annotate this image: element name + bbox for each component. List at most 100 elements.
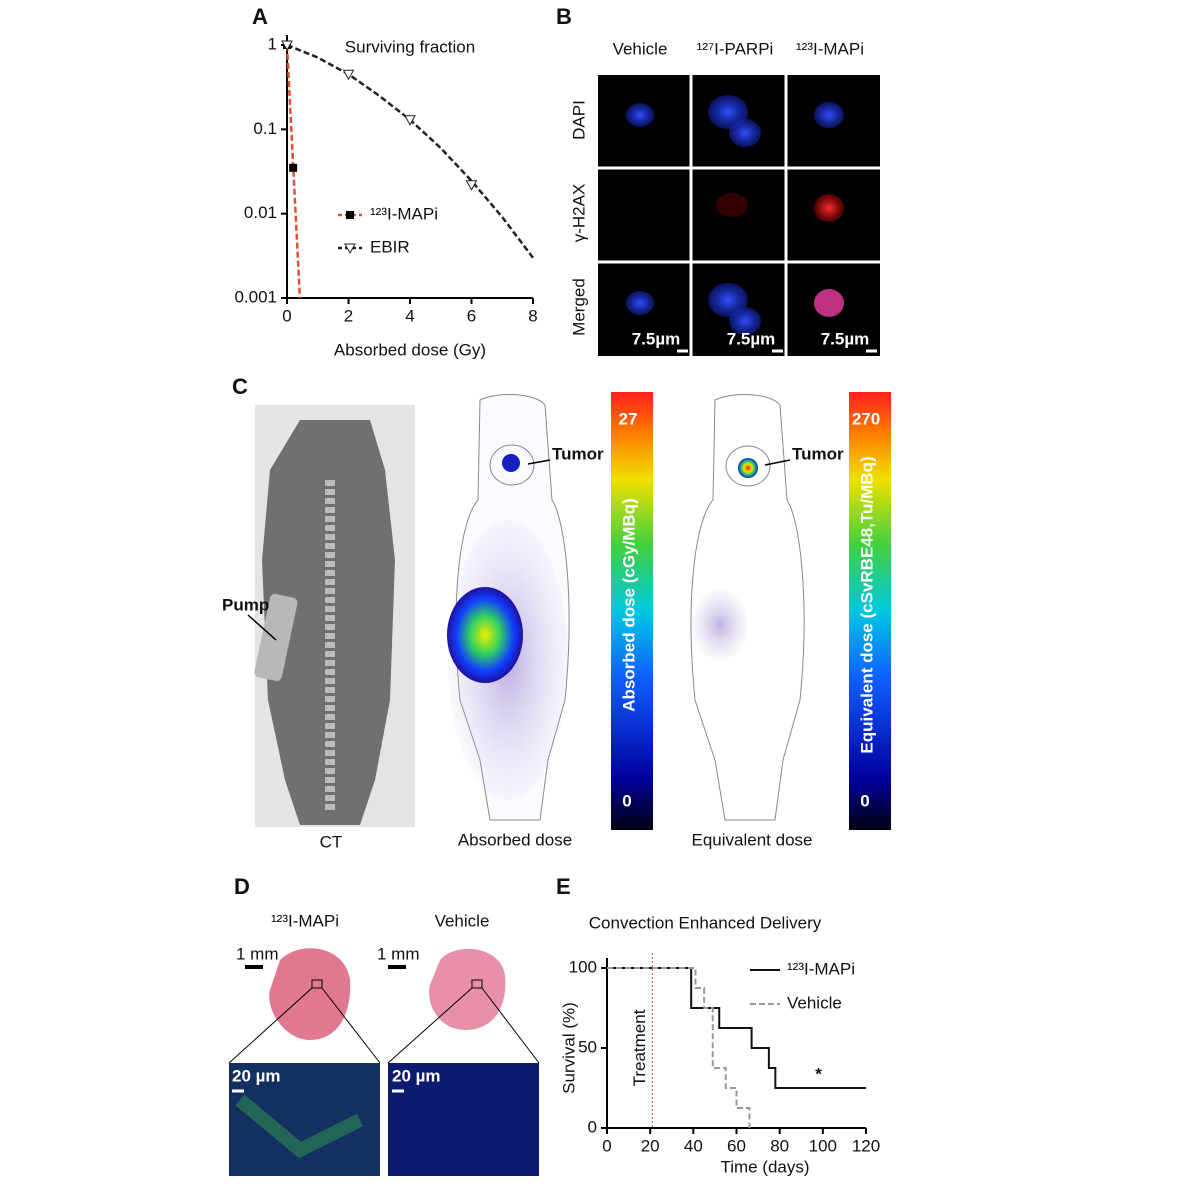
panel-label: D (234, 874, 250, 899)
tumor-dose (738, 458, 758, 478)
caption: CT (320, 832, 343, 851)
y-tick-label: 0 (588, 1117, 597, 1136)
panel-b: Vehicle ¹²⁷I-PARPi ¹²³I-MAPi DAPI γ-H2AX… (569, 39, 880, 356)
legend-label: ¹²³I-MAPi (787, 959, 855, 978)
x-tick-label: 60 (727, 1136, 746, 1155)
scale-label: 20 µm (232, 1066, 281, 1085)
x-tick-label: 8 (528, 306, 537, 325)
x-tick-label: 0 (282, 306, 291, 325)
scale-label: 1 mm (236, 944, 279, 963)
caption: Absorbed dose (458, 830, 572, 849)
inset-box (311, 979, 323, 989)
nucleus (814, 102, 844, 128)
survival-curve (607, 967, 751, 1128)
annotation: * (815, 1065, 822, 1084)
colorbar-max: 270 (852, 409, 880, 428)
x-tick-label: 2 (344, 306, 353, 325)
marker (342, 69, 355, 81)
x-tick-label: 4 (405, 306, 414, 325)
fluorescence-image (388, 1063, 539, 1176)
colorbar (611, 392, 653, 830)
chart-title: Surviving fraction (345, 37, 475, 56)
marker (289, 163, 298, 172)
fit-line (286, 43, 534, 259)
arrow (764, 459, 791, 466)
column-label: ¹²³I-MAPi (271, 911, 339, 930)
x-tick-label: 100 (809, 1136, 837, 1155)
scale-label: 1 mm (377, 944, 420, 963)
scale-bar-label: 7.5µm (821, 329, 870, 348)
panel-label: A (252, 4, 268, 29)
panel-d: ¹²³I-MAPi Vehicle 1 mm 1 mm 20 µm 20 µm (228, 911, 540, 1176)
y-tick-label: 100 (569, 957, 597, 976)
tumor-label: Tumor (552, 444, 604, 463)
y-tick-label: 1 (268, 34, 277, 53)
pump-label: Pump (222, 595, 269, 614)
x-tick-label: 120 (852, 1136, 880, 1155)
y-tick-label: 0.001 (234, 287, 277, 306)
x-tick-label: 80 (770, 1136, 789, 1155)
colorbar (849, 392, 891, 830)
grid-separator (598, 75, 880, 356)
dose-distribution (692, 590, 748, 660)
column-label: ¹²³I-MAPi (796, 39, 864, 58)
ct-mouse (262, 420, 395, 825)
column-label: ¹²⁷I-PARPi (697, 39, 774, 58)
y-tick-label: 0.1 (253, 119, 277, 138)
legend-label: ¹²³I-MAPi (370, 204, 438, 223)
y-axis-label: Survival (%) (559, 1002, 578, 1094)
scale-label: 20 µm (392, 1066, 441, 1085)
panel-label: E (556, 874, 571, 899)
y-tick-label: 50 (578, 1037, 597, 1056)
scale-bar-label: 7.5µm (632, 329, 681, 348)
panel-c: Pump CT Tumor Absorbed dose 27 0 Absorbe… (222, 392, 891, 851)
brain-section (429, 948, 506, 1030)
marker (281, 40, 293, 52)
inset-box (471, 979, 483, 989)
colorbar-min: 0 (622, 791, 631, 810)
skull-outline (489, 444, 535, 486)
zoom-line (228, 987, 540, 1064)
y-tick-label: 0.01 (244, 203, 277, 222)
foci (814, 194, 844, 222)
nucleus (729, 119, 761, 147)
nucleus (626, 291, 654, 315)
x-axis-label: Time (days) (720, 1157, 809, 1176)
ct-pump (254, 593, 298, 682)
panel-label: C (232, 374, 248, 399)
dose-hotspot (447, 587, 523, 683)
panel-label: B (556, 4, 572, 29)
row-label: γ-H2AX (569, 184, 588, 243)
tumor-label: Tumor (792, 444, 844, 463)
colorbar-max: 27 (619, 409, 638, 428)
column-label: Vehicle (435, 911, 490, 930)
column-label: Vehicle (613, 39, 668, 58)
x-tick-label: 0 (602, 1136, 611, 1155)
colorbar-title: Equivalent dose (cSvRBE48,Tu/MBq) (857, 456, 876, 753)
legend-label: EBIR (370, 237, 410, 256)
x-tick-label: 6 (467, 306, 476, 325)
x-tick-label: 40 (684, 1136, 703, 1155)
legend-marker (346, 211, 354, 219)
nucleus (729, 307, 761, 335)
caption: Equivalent dose (692, 830, 813, 849)
fluorescence-signal (235, 1094, 364, 1159)
nucleus (626, 103, 654, 127)
tumor-dose (502, 454, 520, 472)
chart-title: Convection Enhanced Delivery (589, 913, 822, 932)
brain-section (269, 948, 351, 1040)
annotation: Treatment (630, 1009, 649, 1086)
colorbar-min: 0 (860, 791, 869, 810)
marker (404, 115, 416, 126)
foci (716, 193, 748, 217)
survival-curve (607, 967, 866, 1089)
x-tick-label: 20 (641, 1136, 660, 1155)
arrow (247, 614, 277, 641)
row-label: DAPI (569, 100, 588, 140)
skull-outline (725, 445, 771, 487)
nucleus (814, 289, 844, 317)
legend-label: Vehicle (787, 993, 842, 1012)
marker (465, 180, 478, 191)
x-axis-label: Absorbed dose (Gy) (334, 340, 486, 359)
